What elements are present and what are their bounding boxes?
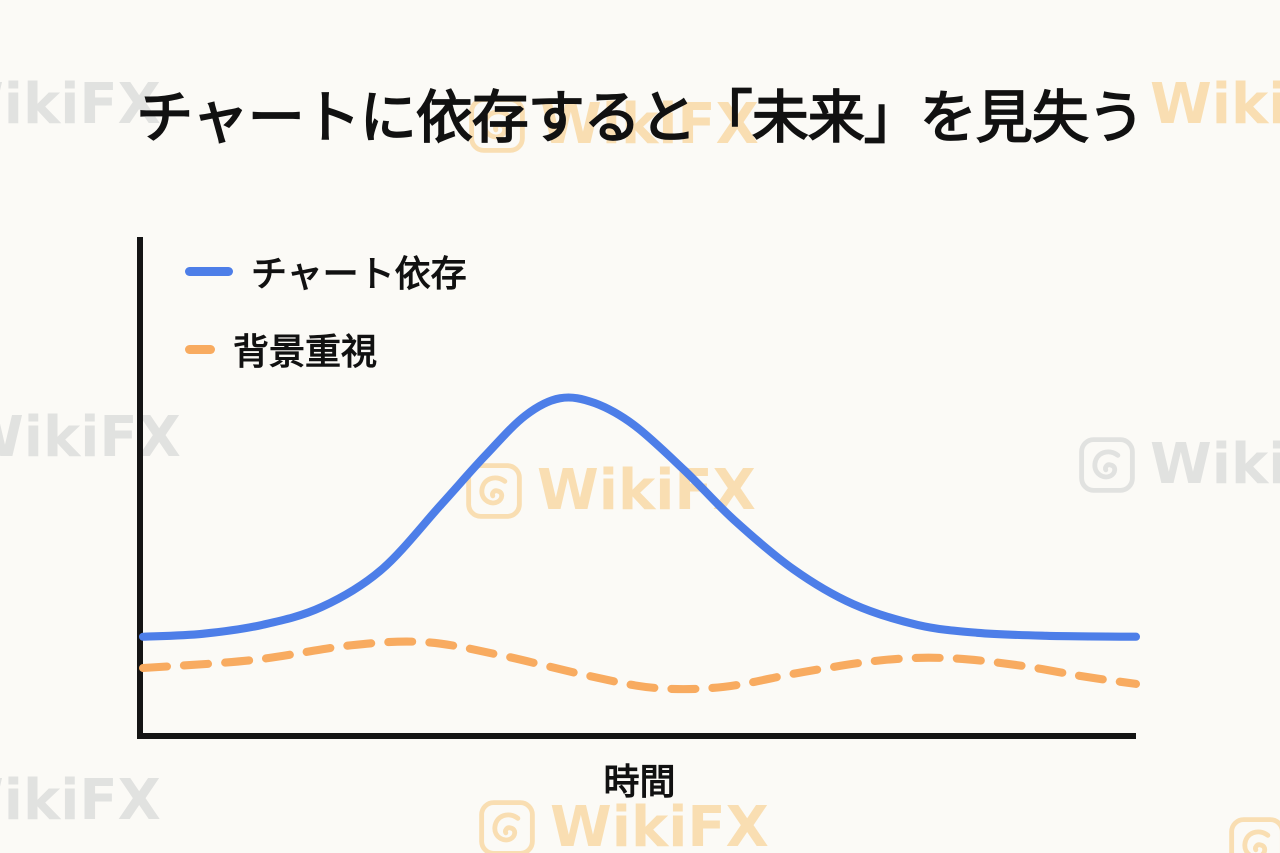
legend-label: 背景重視 [233, 332, 378, 373]
legend-swatch-solid [185, 266, 233, 276]
line-chart: チャート依存 背景重視 時間 [137, 237, 1141, 803]
wikifx-logo-icon [1229, 816, 1280, 853]
series-line-0 [138, 393, 1141, 641]
legend-item-background-focus: 背景重視 [185, 323, 467, 375]
wikifx-logo-icon [479, 799, 535, 853]
watermark-text: WikiFX [0, 768, 161, 833]
watermark-text: WikiFX [1150, 432, 1280, 497]
x-axis-label: 時間 [603, 762, 676, 803]
chart-plot-area [138, 393, 1141, 694]
page-title: チャートに依存すると「未来」を見失う [136, 85, 1144, 151]
watermark-wikifx: WikiFX [1228, 812, 1280, 853]
chart-legend: チャート依存 背景重視 [185, 245, 467, 375]
legend-swatch-dashed [185, 344, 215, 354]
legend-item-chart-dependence: チャート依存 [185, 245, 467, 297]
watermark-wikifx: WikiFX [0, 768, 161, 833]
legend-label: チャート依存 [251, 254, 467, 295]
series-line-1 [138, 637, 1141, 694]
